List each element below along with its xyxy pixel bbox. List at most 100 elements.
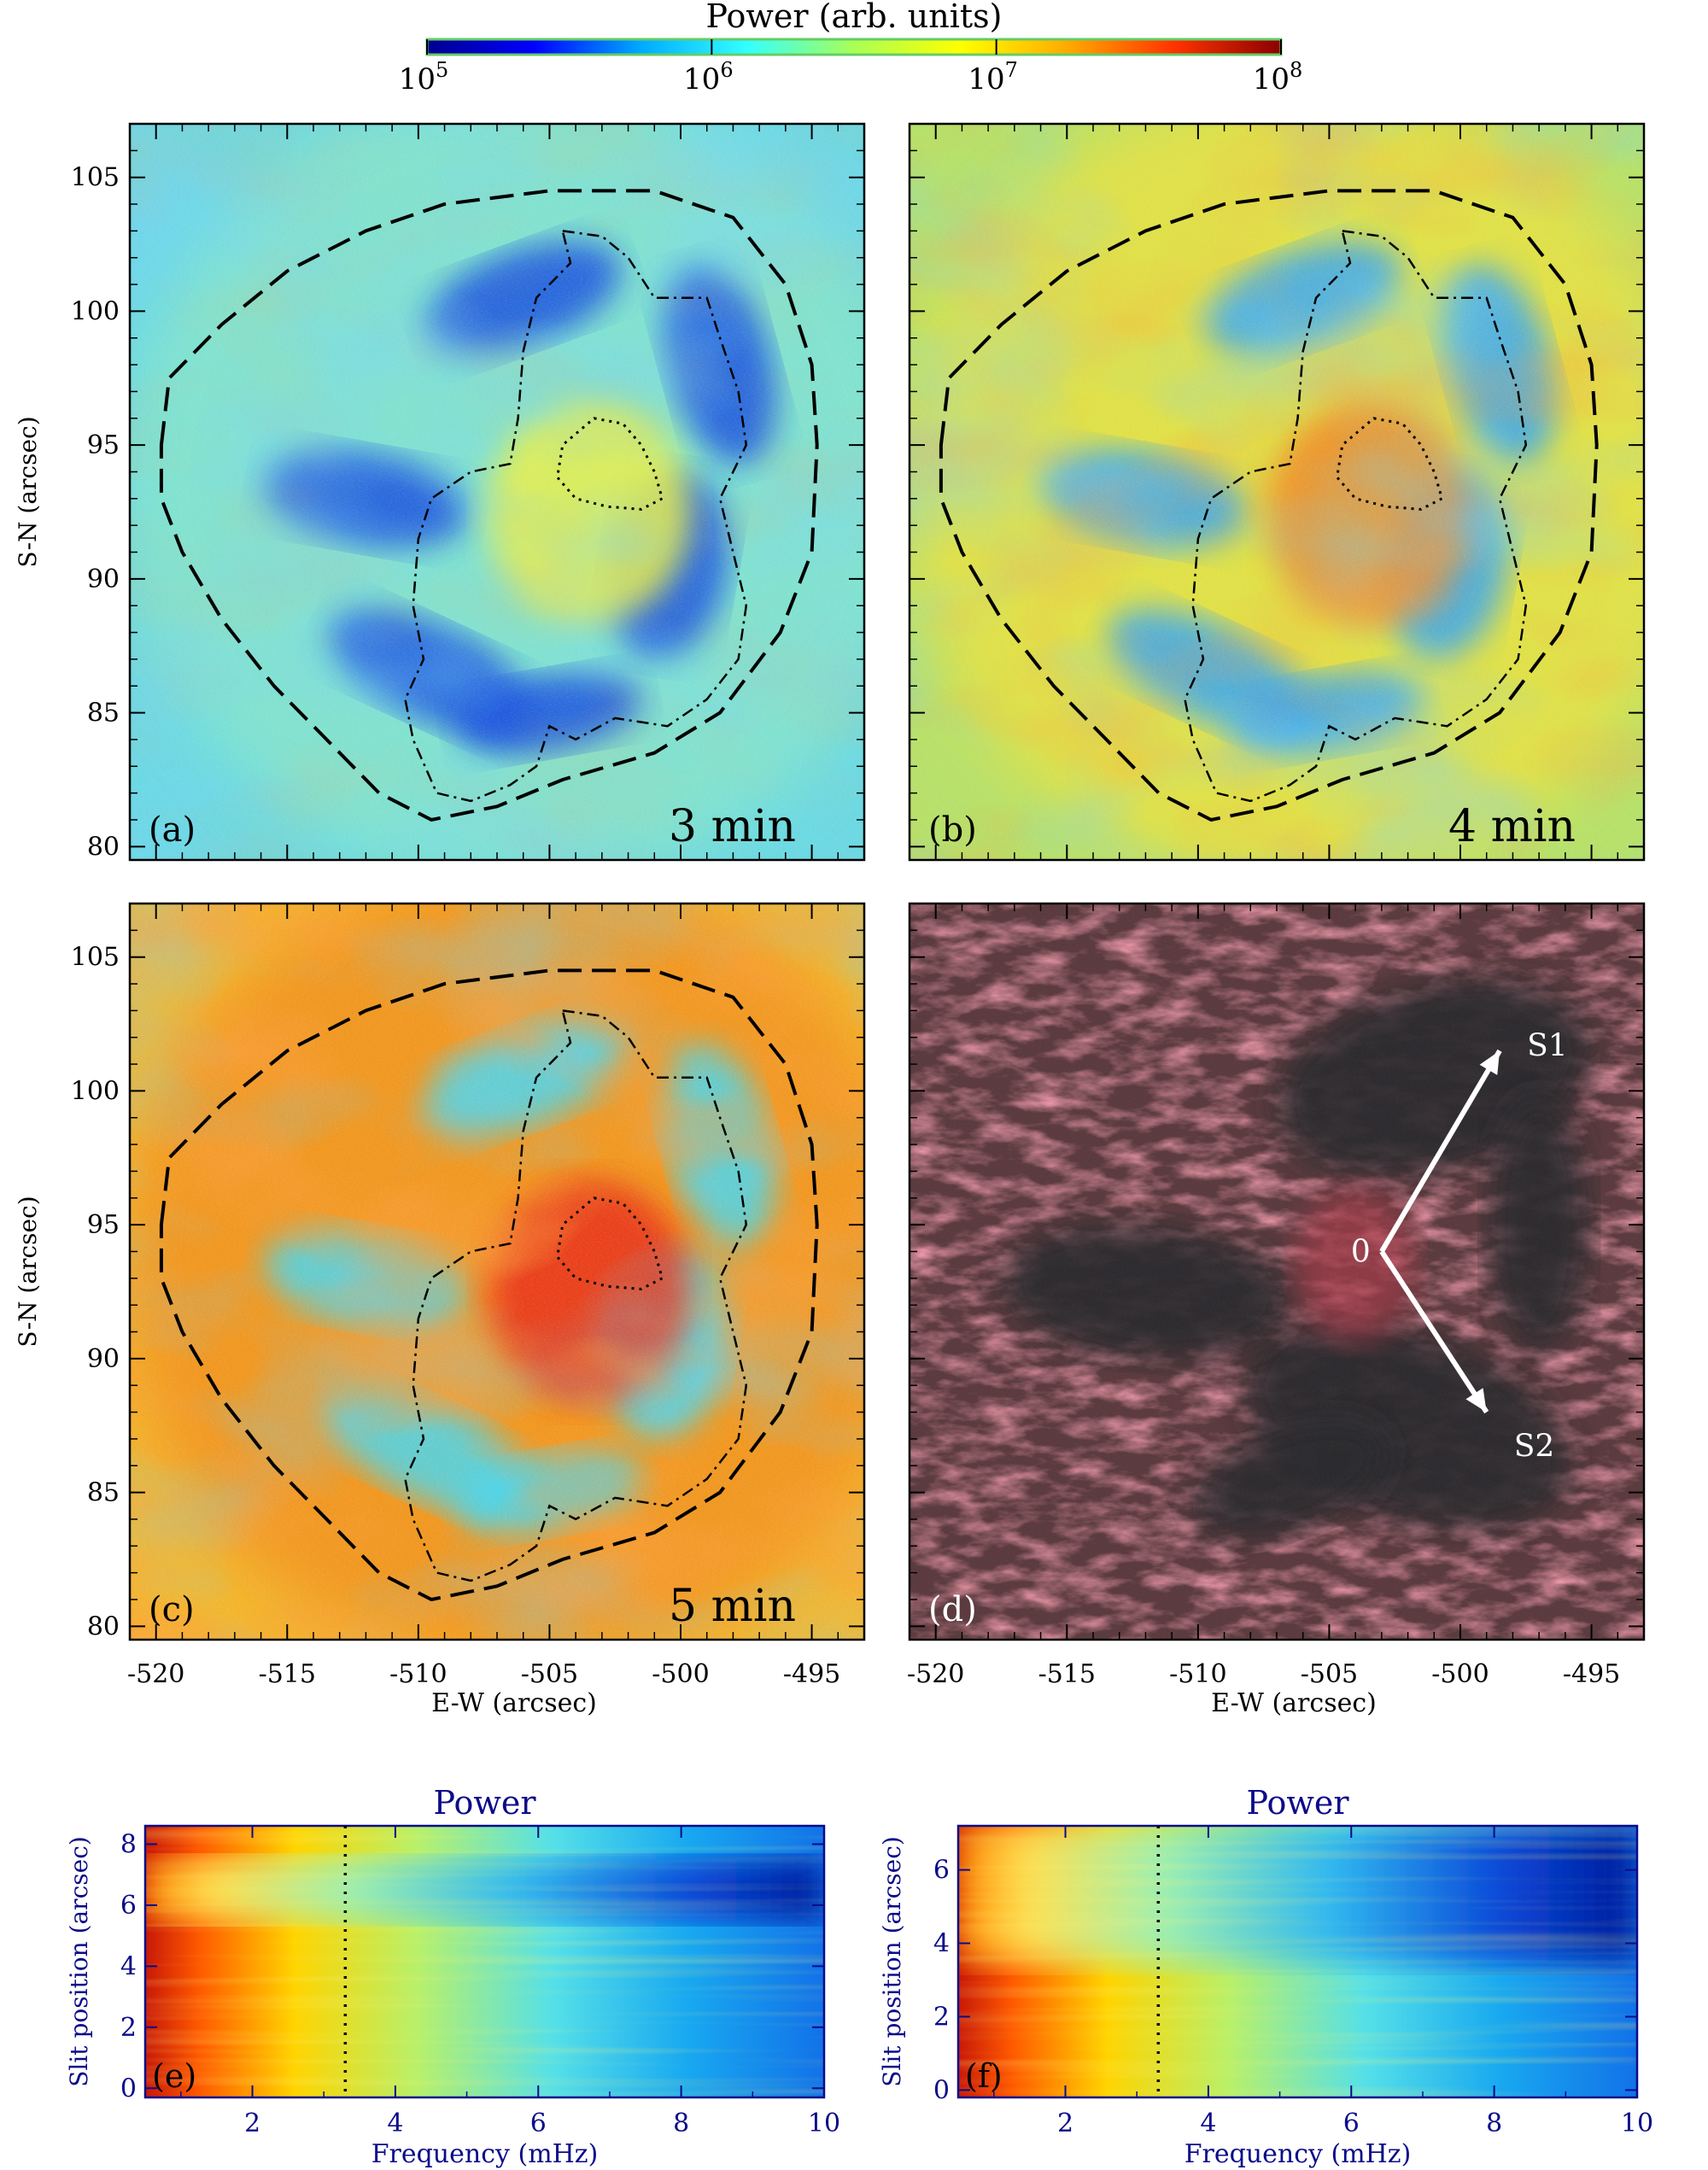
map-image [910, 124, 1644, 860]
panel-label: (f) [965, 2057, 1003, 2095]
y-tick-label: 8 [120, 1829, 137, 1859]
map-image [910, 904, 1644, 1640]
panel-annotation: 5 min [669, 1581, 796, 1632]
map-panel-a: 80 85 90 95 100 105 S-N (arcsec) (a) 3 min [14, 122, 866, 862]
spectrum-title: Power [1246, 1784, 1349, 1822]
y-tick-label: 90 [87, 564, 120, 594]
x-tick-label: -505 [1301, 1659, 1358, 1689]
y-tick-label: 85 [87, 1478, 120, 1508]
map-panels: 80 85 90 95 100 105 S-N (arcsec) (a) 3 min (b) 4 m… [14, 122, 1646, 1718]
y-tick-label: 4 [933, 1929, 950, 1959]
slit-end-label: S2 [1514, 1430, 1555, 1465]
map-ticks: -520 -515 -510 -505 -500 -495 80 85 90 95 100 105 [71, 904, 865, 1689]
spectrum-texture [145, 1826, 824, 2097]
x-tick-label: -505 [521, 1659, 578, 1689]
y-tick-label: 6 [933, 1856, 950, 1886]
panel-annotation: 4 min [1448, 801, 1576, 852]
map-panel-b: (b) 4 min [908, 122, 1646, 862]
x-axis-label: E-W (arcsec) [431, 1688, 597, 1718]
spectrum-image [145, 1826, 824, 2097]
colorbar-gradient [425, 38, 1283, 56]
spectrum-panels: 2 4 6 8 10 0 2 4 6 8 Power Frequency (mHz) Slit posi… [65, 1784, 1653, 2169]
y-axis-label: Slit position (arcsec) [878, 1836, 906, 2087]
y-tick-label: 80 [87, 1611, 120, 1641]
y-tick-label: 2 [933, 2002, 950, 2032]
colorbar-title: Power (arb. units) [706, 0, 1003, 35]
panel-label: (d) [928, 1590, 977, 1629]
x-tick-label: -520 [127, 1659, 184, 1689]
map-panel-c: -520 -515 -510 -505 -500 -495 80 85 90 95 100 105 E-… [14, 902, 866, 1718]
y-tick-label: 95 [87, 430, 120, 460]
x-tick-label: -495 [783, 1659, 840, 1689]
contour-outer [159, 968, 819, 1602]
colorbar-tick-label: 105 [399, 58, 449, 97]
colorbar-tick-label: 107 [968, 58, 1018, 97]
map-image [130, 904, 864, 1640]
y-tick-label: 6 [120, 1891, 137, 1921]
x-tick-label: -515 [259, 1659, 316, 1689]
y-tick-label: 0 [933, 2075, 950, 2105]
contour-middle [1184, 229, 1528, 803]
x-tick-label: 4 [387, 2109, 403, 2138]
y-tick-label: 100 [71, 296, 120, 326]
spectrum-title: Power [433, 1784, 536, 1822]
contour-middle [404, 229, 748, 803]
x-axis-label: Frequency (mHz) [1184, 2139, 1412, 2169]
x-tick-label: -510 [1169, 1659, 1226, 1689]
spectrum-panel-f: 2 4 6 8 10 0 2 4 6 Power Frequency (mHz) Slit posit… [878, 1784, 1653, 2169]
y-tick-label: 80 [87, 832, 120, 862]
panel-label: (a) [149, 810, 196, 850]
y-axis-label: S-N (arcsec) [14, 416, 42, 567]
x-tick-label: 8 [1486, 2109, 1502, 2138]
x-tick-label: -500 [1431, 1659, 1489, 1689]
slit-arrow-head [1479, 1050, 1500, 1075]
panel-label: (b) [928, 810, 977, 850]
y-tick-label: 0 [120, 2073, 137, 2103]
colorbar-tick-label: 106 [683, 58, 734, 97]
x-tick-label: 4 [1200, 2109, 1216, 2138]
spectrum-panel-e: 2 4 6 8 10 0 2 4 6 8 Power Frequency (mHz) Slit posi… [65, 1784, 840, 2169]
x-axis-label: Frequency (mHz) [371, 2139, 599, 2169]
map-ticks [909, 124, 1645, 860]
map-grain [130, 124, 864, 860]
x-tick-label: 8 [673, 2109, 689, 2138]
y-axis-label: Slit position (arcsec) [65, 1836, 93, 2087]
y-tick-label: 105 [71, 163, 120, 193]
panel-label: (c) [149, 1590, 195, 1629]
y-tick-label: 105 [71, 943, 120, 973]
x-tick-label: 6 [530, 2109, 547, 2138]
map-grain [910, 124, 1644, 860]
y-tick-label: 100 [71, 1076, 120, 1106]
map-ticks: -520 -515 -510 -505 -500 -495 [907, 904, 1645, 1689]
x-tick-label: -520 [907, 1659, 964, 1689]
spectrum-image [958, 1826, 1637, 2097]
map-grain [910, 904, 1644, 1640]
y-tick-label: 85 [87, 699, 120, 728]
panel-label: (e) [152, 2057, 196, 2095]
x-tick-label: -500 [652, 1659, 709, 1689]
x-tick-label: 6 [1343, 2109, 1360, 2138]
slit-arrow-head [1465, 1388, 1487, 1413]
y-tick-label: 95 [87, 1210, 120, 1240]
contour-middle [404, 1009, 748, 1582]
x-tick-label: 2 [244, 2109, 260, 2138]
y-tick-label: 90 [87, 1344, 120, 1374]
x-tick-label: 10 [1621, 2109, 1653, 2138]
y-tick-label: 4 [120, 1951, 137, 1981]
x-tick-label: -515 [1038, 1659, 1096, 1689]
x-tick-label: 10 [808, 2109, 840, 2138]
colorbar-tick-label: 108 [1253, 58, 1303, 97]
contour-inner [556, 1196, 664, 1290]
spectrum-texture [958, 1826, 1637, 2097]
slit-arrow [1379, 1049, 1502, 1254]
x-axis-label: E-W (arcsec) [1211, 1688, 1377, 1718]
y-axis-label: S-N (arcsec) [14, 1196, 42, 1347]
spectrum-frame [956, 1824, 1639, 2099]
x-tick-label: 2 [1057, 2109, 1073, 2138]
colorbar: Power (arb. units) 105 106 107 108 [399, 0, 1303, 97]
x-tick-label: -510 [389, 1659, 447, 1689]
map-image [130, 124, 864, 860]
spectrum-frame [143, 1824, 826, 2099]
contour-outer [159, 189, 819, 822]
